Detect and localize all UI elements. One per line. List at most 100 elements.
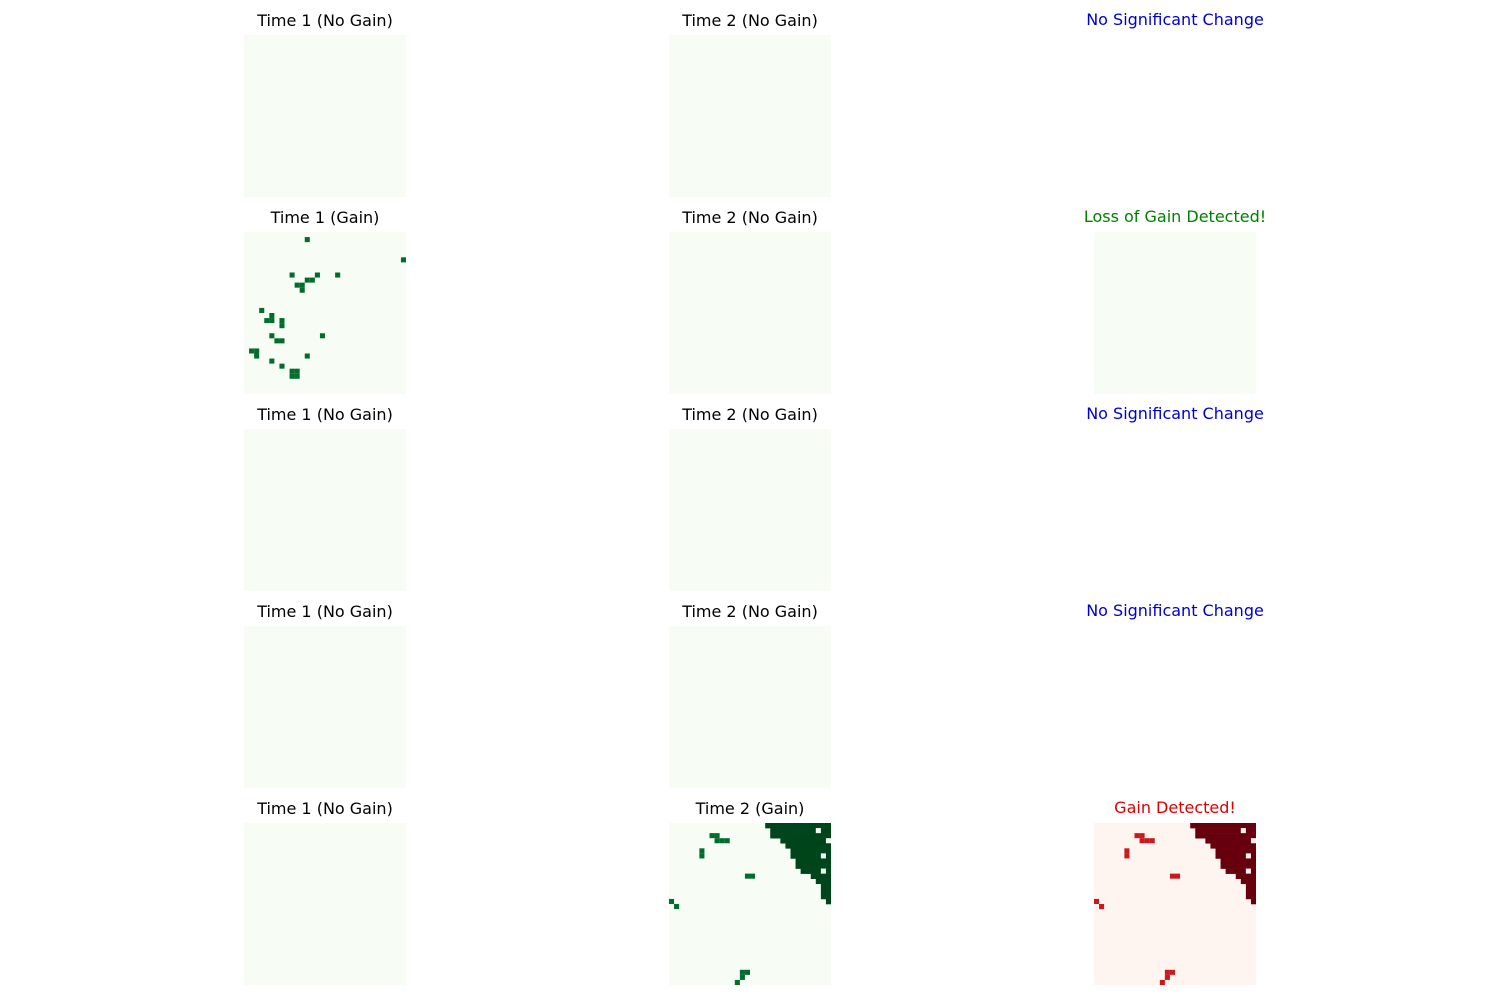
map-pixel — [259, 307, 265, 313]
map-pixel — [1139, 838, 1145, 844]
map-pixel — [294, 368, 300, 374]
gain-region-cell — [1245, 893, 1256, 900]
time-region-cell — [770, 833, 831, 839]
time-region-cell — [815, 878, 831, 885]
map-pixel — [1149, 838, 1155, 844]
time-region-cell — [795, 863, 831, 869]
map-pixel — [269, 313, 275, 319]
map-pixel — [294, 282, 300, 288]
map-pixel — [254, 353, 260, 359]
gain-region-cell — [1215, 853, 1256, 859]
map-pixel — [714, 833, 720, 839]
map-pixel — [1134, 833, 1140, 839]
map-pixel — [304, 353, 310, 359]
result-title: No Significant Change — [1086, 10, 1264, 29]
map-background — [244, 429, 406, 591]
map-pixel — [309, 277, 315, 283]
map-pixel — [269, 318, 275, 324]
time-region-cell — [825, 898, 831, 905]
time1-map — [244, 429, 406, 591]
time1-title: Time 1 (No Gain) — [257, 799, 393, 818]
region-gap-cell — [1245, 868, 1251, 874]
map-pixel — [699, 853, 705, 859]
map-pixel — [1139, 833, 1145, 839]
gain-region-cell — [1195, 828, 1256, 834]
map-background — [669, 429, 831, 591]
map-pixel — [744, 969, 750, 975]
region-gap-cell — [820, 868, 826, 874]
map-pixel — [1124, 848, 1130, 854]
map-background — [669, 35, 831, 197]
gain-region-cell — [1220, 858, 1256, 864]
time2-map — [669, 823, 831, 985]
map-pixel — [714, 838, 720, 844]
gain-region-cell — [1210, 843, 1256, 849]
map-pixel — [279, 338, 285, 344]
region-gap-cell — [820, 853, 826, 859]
map-pixel — [264, 318, 270, 324]
map-pixel — [269, 333, 275, 339]
map-pixel — [739, 969, 745, 975]
map-pixel — [279, 323, 285, 329]
time-region-cell — [820, 893, 831, 900]
time2-title: Time 2 (No Gain) — [682, 208, 818, 227]
time2-title: Time 2 (No Gain) — [682, 602, 818, 621]
result-title: Loss of Gain Detected! — [1083, 207, 1267, 226]
map-pixel — [269, 358, 275, 364]
time-region-cell — [810, 873, 831, 879]
gain-region-cell — [1225, 868, 1256, 874]
gain-region-cell — [1250, 898, 1256, 905]
map-pixel — [304, 237, 310, 243]
map-pixel — [1169, 969, 1175, 975]
time1-title: Time 1 (No Gain) — [257, 602, 393, 621]
time2-map — [669, 429, 831, 591]
gain-region-cell — [1205, 838, 1256, 844]
region-gap-cell — [825, 838, 831, 844]
change-map — [1094, 823, 1256, 985]
region-gap-cell — [1240, 828, 1246, 834]
gain-region-cell — [1195, 833, 1256, 839]
map-pixel — [1159, 979, 1165, 985]
map-pixel — [299, 282, 305, 288]
time1-title: Time 1 (Gain) — [270, 208, 380, 227]
result-title: Gain Detected! — [1114, 798, 1236, 817]
result-title: No Significant Change — [1086, 404, 1264, 423]
time2-map — [669, 232, 831, 394]
time2-title: Time 2 (No Gain) — [682, 11, 818, 30]
map-pixel — [709, 833, 715, 839]
time2-map — [669, 626, 831, 788]
map-pixel — [289, 373, 295, 379]
map-background — [669, 232, 831, 394]
map-pixel — [1099, 904, 1105, 910]
time1-map — [244, 823, 406, 985]
time-region-cell — [765, 823, 831, 829]
map-pixel — [335, 272, 341, 278]
map-pixel — [279, 318, 285, 324]
map-pixel — [750, 873, 756, 879]
map-pixel — [294, 373, 300, 379]
time1-map — [244, 35, 406, 197]
map-pixel — [279, 363, 285, 369]
map-pixel — [249, 348, 255, 354]
time-region-cell — [820, 883, 831, 890]
map-pixel — [319, 333, 325, 339]
change-map — [1094, 232, 1256, 394]
region-gap-cell — [1250, 838, 1256, 844]
time-region-cell — [820, 888, 831, 895]
gain-region-cell — [1190, 823, 1256, 829]
map-pixel — [1169, 873, 1175, 879]
time1-map — [244, 626, 406, 788]
map-background — [244, 232, 406, 394]
map-pixel — [724, 838, 730, 844]
time2-map — [669, 35, 831, 197]
time1-title: Time 1 (No Gain) — [257, 11, 393, 30]
map-background — [1094, 232, 1256, 394]
time2-title: Time 2 (Gain) — [695, 799, 805, 818]
gain-region-cell — [1245, 888, 1256, 895]
gain-region-cell — [1245, 883, 1256, 890]
map-pixel — [1124, 853, 1130, 859]
map-pixel — [1164, 974, 1170, 980]
gain-region-cell — [1240, 878, 1256, 885]
time-region-cell — [780, 838, 831, 844]
